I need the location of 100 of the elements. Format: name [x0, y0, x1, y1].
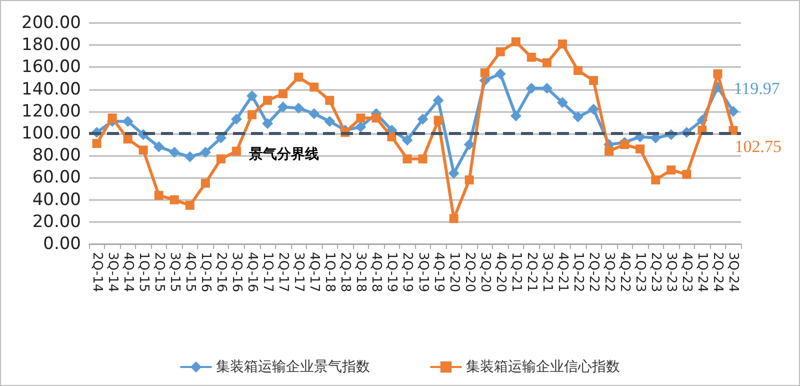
- point: [728, 106, 739, 117]
- point: [278, 101, 289, 112]
- x-tick-label: 2Q-14: [89, 252, 104, 292]
- point: [153, 141, 164, 152]
- point: [682, 170, 692, 179]
- x-tick-label: 4Q-22: [617, 252, 632, 292]
- x-tick-label: 3Q-23: [664, 252, 679, 292]
- x-tick-label: 4Q-17: [306, 252, 322, 292]
- point: [278, 89, 288, 98]
- point: [138, 146, 148, 155]
- y-tick-label: 160.00: [22, 57, 81, 78]
- point: [185, 200, 194, 210]
- x-tick-label: 2Q-18: [338, 252, 353, 292]
- x-tick-label: 4Q-18: [368, 252, 384, 292]
- point: [496, 47, 505, 56]
- point: [216, 154, 226, 164]
- x-tick-label: 1Q-21: [508, 252, 524, 292]
- x-tick-label: 3Q-15: [166, 252, 182, 292]
- point: [108, 114, 117, 123]
- x-tick-label: 2Q-16: [213, 252, 228, 292]
- x-tick-label: 3Q-22: [602, 252, 617, 292]
- x-tick-label: 3Q-20: [477, 252, 492, 292]
- point: [574, 66, 582, 76]
- x-tick-label: 3Q-18: [353, 252, 368, 292]
- point: [200, 178, 210, 188]
- point: [448, 168, 460, 179]
- y-tick-label: 0.00: [43, 234, 81, 254]
- x-tick-label: 1Q-23: [632, 252, 648, 292]
- point: [122, 116, 134, 127]
- point: [434, 116, 443, 125]
- x-tick-label: 1Q-18: [322, 252, 338, 292]
- x-tick-label: 1Q-20: [446, 252, 462, 292]
- point: [432, 94, 444, 106]
- ref-line-label: 景气分界线: [248, 146, 319, 162]
- point: [294, 72, 304, 82]
- y-tick-label: 20.00: [32, 212, 81, 232]
- point: [154, 190, 164, 200]
- point: [168, 146, 180, 158]
- legend-label: 集装箱运输企业景气指数: [216, 359, 370, 375]
- x-tick-label: 4Q-16: [244, 252, 260, 292]
- x-tick-label: 4Q-20: [492, 252, 508, 292]
- x-tick-label: 1Q-16: [198, 252, 213, 292]
- y-tick-label: 40.00: [32, 190, 81, 210]
- data-label: 119.97: [734, 78, 780, 98]
- point: [418, 154, 428, 164]
- point: [372, 114, 381, 123]
- point: [526, 82, 537, 94]
- point: [666, 165, 676, 174]
- point: [620, 140, 630, 150]
- x-tick-label: 2Q-23: [648, 252, 664, 292]
- x-tick-label: 2Q-24: [710, 252, 726, 292]
- point: [449, 214, 458, 224]
- x-tick-label: 3Q-24: [726, 252, 741, 292]
- point: [526, 52, 536, 62]
- point: [542, 58, 552, 68]
- point: [246, 90, 258, 102]
- x-tick-label: 3Q-21: [539, 252, 554, 292]
- point: [713, 69, 722, 78]
- point: [170, 195, 179, 204]
- y-tick-label: 80.00: [32, 146, 81, 166]
- y-tick-label: 140.00: [22, 79, 81, 100]
- point: [464, 175, 474, 184]
- x-tick-label: 2Q-22: [586, 252, 602, 292]
- x-tick-label: 1Q-22: [570, 252, 586, 292]
- point: [293, 102, 304, 114]
- point: [510, 110, 522, 122]
- point: [572, 111, 584, 122]
- point: [511, 37, 520, 46]
- point: [324, 116, 336, 127]
- point: [589, 76, 598, 85]
- x-tick-label: 2Q-19: [400, 252, 415, 292]
- legend-label: 集装箱运输企业信心指数: [466, 359, 620, 375]
- x-tick-label: 2Q-21: [524, 252, 539, 292]
- point: [184, 151, 196, 162]
- point: [356, 114, 366, 123]
- x-tick-label: 4Q-23: [679, 252, 694, 292]
- point: [402, 134, 413, 146]
- x-tick-label: 2Q-17: [276, 252, 291, 292]
- x-tick-label: 1Q-17: [260, 252, 276, 292]
- point: [308, 108, 320, 120]
- x-tick-label: 1Q-15: [136, 252, 151, 292]
- point: [310, 82, 319, 92]
- y-tick-label: 120.00: [22, 101, 81, 122]
- point: [232, 146, 241, 156]
- point: [556, 97, 568, 108]
- point: [325, 96, 334, 105]
- point: [262, 118, 274, 130]
- point: [230, 114, 242, 125]
- x-tick-label: 2Q-15: [151, 252, 166, 292]
- point: [92, 138, 102, 148]
- x-tick-label: 3Q-17: [291, 252, 306, 292]
- x-tick-label: 4Q-21: [554, 252, 570, 292]
- x-tick-label: 4Q-14: [120, 252, 136, 292]
- data-label: 102.75: [734, 136, 782, 156]
- point: [636, 144, 645, 154]
- point: [558, 39, 567, 48]
- y-tick-label: 60.00: [32, 168, 81, 188]
- point: [480, 68, 490, 78]
- point: [200, 146, 211, 158]
- point: [541, 82, 552, 94]
